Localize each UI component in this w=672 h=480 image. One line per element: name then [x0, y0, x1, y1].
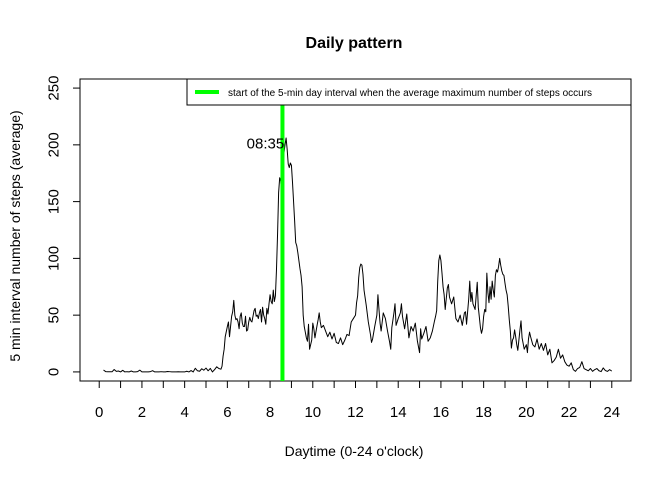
legend-label: start of the 5-min day interval when the… — [228, 88, 592, 99]
x-tick-label: 0 — [95, 404, 103, 421]
x-tick-label: 14 — [390, 404, 407, 421]
y-tick-label: 50 — [46, 307, 63, 324]
series-layer — [103, 137, 613, 373]
y-tick-label: 250 — [46, 76, 63, 101]
x-tick-label: 20 — [518, 404, 535, 421]
x-tick-label: 24 — [603, 404, 620, 421]
x-tick-label: 18 — [475, 404, 492, 421]
y-tick-label: 0 — [46, 368, 63, 376]
chart-title: Daily pattern — [306, 35, 403, 52]
x-tick-label: 8 — [266, 404, 274, 421]
legend-box — [186, 78, 632, 106]
x-tick-label: 22 — [561, 404, 578, 421]
x-tick-label: 2 — [138, 404, 146, 421]
legend: start of the 5-min day interval when the… — [186, 78, 632, 106]
x-tick-label: 10 — [304, 404, 321, 421]
series-line — [103, 137, 613, 373]
x-tick-label: 4 — [180, 404, 188, 421]
y-axis-label: 5 min interval number of steps (average) — [7, 110, 23, 361]
x-tick-label: 16 — [433, 404, 450, 421]
x-axis-label: Daytime (0-24 o'clock) — [285, 443, 424, 459]
x-tick-label: 6 — [223, 404, 231, 421]
x-tick-label: 12 — [347, 404, 364, 421]
plot-area-frame — [79, 78, 632, 382]
x-axis: 0 2 4 6 8 10 12 14 16 18 20 22 24 — [95, 380, 620, 421]
peak-time-annotation: 08:35 — [247, 136, 285, 153]
y-tick-label: 200 — [46, 132, 63, 157]
y-tick-label: 100 — [46, 246, 63, 271]
y-axis: 0 50 100 150 200 250 — [46, 76, 81, 376]
y-tick-label: 150 — [46, 189, 63, 214]
